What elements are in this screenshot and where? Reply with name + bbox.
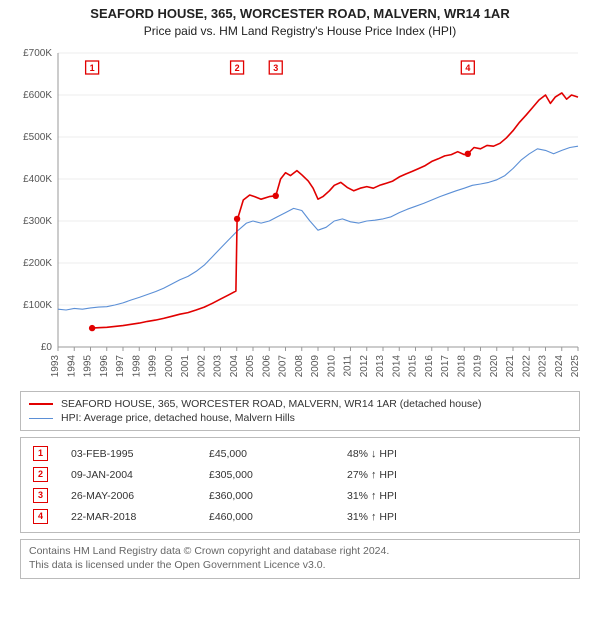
svg-text:2023: 2023 <box>538 355 549 378</box>
transactions-table: 1 03-FEB-1995£45,00048% ↓ HPI 2 09-JAN-2004… <box>29 443 571 527</box>
svg-text:2003: 2003 <box>213 355 224 378</box>
svg-text:£600K: £600K <box>23 90 52 101</box>
transaction-date: 22-MAR-2018 <box>67 506 205 527</box>
svg-text:1998: 1998 <box>131 355 142 378</box>
transactions-box: 1 03-FEB-1995£45,00048% ↓ HPI 2 09-JAN-2004… <box>20 437 580 533</box>
svg-text:2013: 2013 <box>375 355 386 378</box>
transaction-date: 26-MAY-2006 <box>67 485 205 506</box>
svg-text:2006: 2006 <box>261 355 272 378</box>
legend-label: HPI: Average price, detached house, Malv… <box>61 412 295 424</box>
transaction-price: £460,000 <box>205 506 343 527</box>
marker-label-1: 1 <box>90 63 95 73</box>
svg-text:£100K: £100K <box>23 300 52 311</box>
transaction-price: £305,000 <box>205 464 343 485</box>
transaction-hpi-suffix: HPI <box>376 469 396 481</box>
legend-swatch <box>29 403 53 405</box>
svg-text:2011: 2011 <box>343 355 354 377</box>
svg-text:2016: 2016 <box>424 355 435 378</box>
svg-text:2002: 2002 <box>196 355 207 378</box>
svg-text:2005: 2005 <box>245 355 256 378</box>
transaction-row: 1 03-FEB-1995£45,00048% ↓ HPI <box>29 443 571 464</box>
svg-text:£500K: £500K <box>23 132 52 143</box>
svg-text:2009: 2009 <box>310 355 321 378</box>
license-box: Contains HM Land Registry data © Crown c… <box>20 539 580 578</box>
transaction-hpi-suffix: HPI <box>376 448 396 460</box>
svg-text:1996: 1996 <box>99 355 110 378</box>
marker-dot-3 <box>273 193 279 199</box>
transaction-hpi-suffix: HPI <box>376 490 396 502</box>
license-line-2: This data is licensed under the Open Gov… <box>29 559 571 573</box>
svg-text:2021: 2021 <box>505 355 516 378</box>
transaction-marker: 1 <box>33 446 48 461</box>
svg-text:2001: 2001 <box>180 355 191 378</box>
legend-row-0: SEAFORD HOUSE, 365, WORCESTER ROAD, MALV… <box>29 397 571 411</box>
svg-text:2008: 2008 <box>294 355 305 378</box>
license-line-1: Contains HM Land Registry data © Crown c… <box>29 545 571 559</box>
transaction-pct: 31% <box>347 490 371 502</box>
transaction-hpi-suffix: HPI <box>376 511 396 523</box>
svg-text:2012: 2012 <box>359 355 370 378</box>
svg-text:2000: 2000 <box>164 355 175 378</box>
svg-text:2025: 2025 <box>570 355 581 378</box>
transaction-pct: 31% <box>347 511 371 523</box>
svg-text:2004: 2004 <box>229 355 240 378</box>
marker-label-3: 3 <box>273 63 278 73</box>
svg-text:2007: 2007 <box>278 355 289 378</box>
transaction-marker: 2 <box>33 467 48 482</box>
svg-text:2010: 2010 <box>326 355 337 378</box>
transaction-price: £360,000 <box>205 485 343 506</box>
svg-text:2018: 2018 <box>456 355 467 378</box>
svg-text:1993: 1993 <box>50 355 61 378</box>
transaction-pct: 27% <box>347 469 371 481</box>
transaction-row: 2 09-JAN-2004£305,00027% ↑ HPI <box>29 464 571 485</box>
legend: SEAFORD HOUSE, 365, WORCESTER ROAD, MALV… <box>20 391 580 431</box>
transaction-vs-hpi: 31% ↑ HPI <box>343 485 571 506</box>
marker-dot-1 <box>89 325 95 331</box>
marker-dot-4 <box>465 151 471 157</box>
svg-text:2019: 2019 <box>473 355 484 378</box>
transaction-marker: 4 <box>33 509 48 524</box>
svg-text:2017: 2017 <box>440 355 451 378</box>
transaction-date: 09-JAN-2004 <box>67 464 205 485</box>
transaction-date: 03-FEB-1995 <box>67 443 205 464</box>
title-sub: Price paid vs. HM Land Registry's House … <box>0 24 600 39</box>
legend-label: SEAFORD HOUSE, 365, WORCESTER ROAD, MALV… <box>61 398 482 410</box>
svg-text:1994: 1994 <box>66 355 77 378</box>
svg-text:£400K: £400K <box>23 174 52 185</box>
svg-text:2015: 2015 <box>408 355 419 378</box>
svg-text:1997: 1997 <box>115 355 126 378</box>
transaction-vs-hpi: 48% ↓ HPI <box>343 443 571 464</box>
transaction-row: 3 26-MAY-2006£360,00031% ↑ HPI <box>29 485 571 506</box>
transaction-pct: 48% <box>347 448 371 460</box>
svg-text:2020: 2020 <box>489 355 500 378</box>
transaction-vs-hpi: 31% ↑ HPI <box>343 506 571 527</box>
chart-svg: £0 £100K £200K £300K £400K £500K £600K £700K 199… <box>10 45 590 385</box>
title-block: SEAFORD HOUSE, 365, WORCESTER ROAD, MALV… <box>0 0 600 39</box>
transaction-vs-hpi: 27% ↑ HPI <box>343 464 571 485</box>
svg-text:£200K: £200K <box>23 258 52 269</box>
svg-text:1999: 1999 <box>148 355 159 378</box>
svg-text:£700K: £700K <box>23 48 52 59</box>
svg-text:2024: 2024 <box>554 355 565 378</box>
marker-label-2: 2 <box>235 63 240 73</box>
svg-text:£300K: £300K <box>23 216 52 227</box>
legend-row-1: HPI: Average price, detached house, Malv… <box>29 411 571 425</box>
chart: £0 £100K £200K £300K £400K £500K £600K £700K 199… <box>10 45 590 385</box>
svg-text:£0: £0 <box>41 342 53 353</box>
marker-dot-2 <box>234 216 240 222</box>
svg-text:1995: 1995 <box>83 355 94 378</box>
transaction-marker: 3 <box>33 488 48 503</box>
legend-swatch <box>29 418 53 419</box>
title-main: SEAFORD HOUSE, 365, WORCESTER ROAD, MALV… <box>0 6 600 22</box>
transaction-price: £45,000 <box>205 443 343 464</box>
svg-text:2014: 2014 <box>391 355 402 378</box>
marker-label-4: 4 <box>465 63 470 73</box>
transaction-row: 4 22-MAR-2018£460,00031% ↑ HPI <box>29 506 571 527</box>
svg-text:2022: 2022 <box>521 355 532 378</box>
